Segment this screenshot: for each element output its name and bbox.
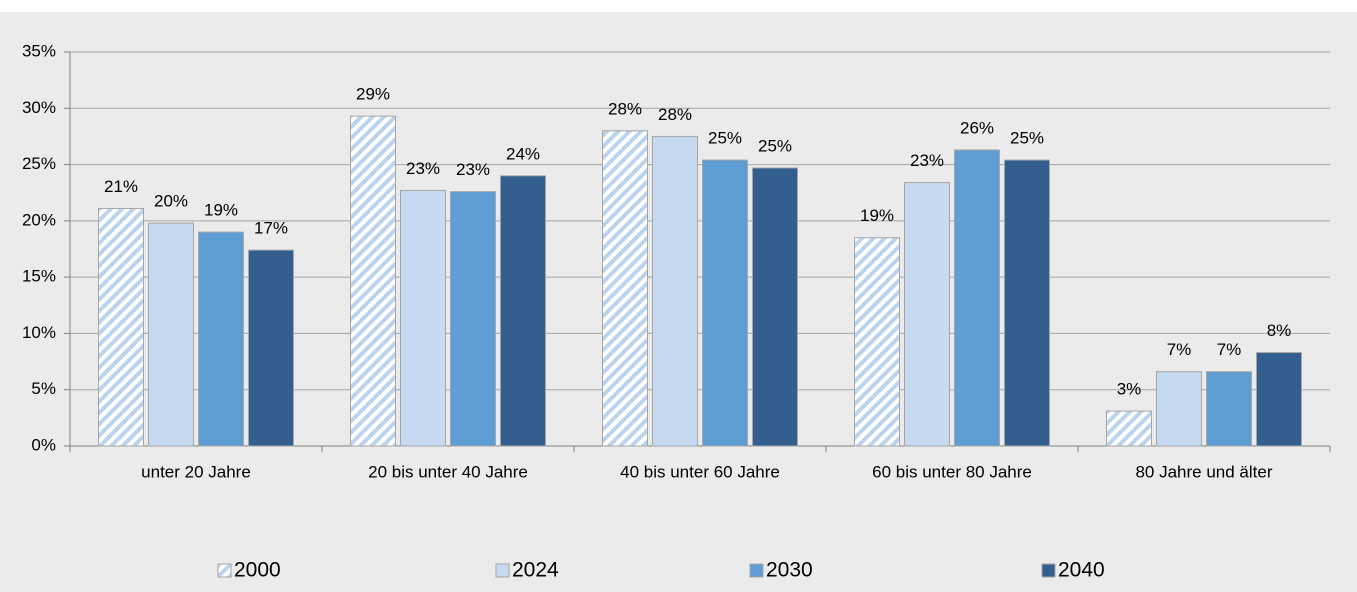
bar — [702, 159, 748, 447]
value-label: 23% — [910, 151, 944, 170]
value-label: 25% — [1010, 129, 1044, 148]
bar — [954, 149, 1000, 447]
y-tick-label: 20% — [22, 210, 56, 229]
bar — [248, 249, 294, 447]
value-label: 25% — [758, 136, 792, 155]
bar — [1156, 371, 1202, 447]
legend-label: 2040 — [1058, 559, 1105, 582]
y-tick-label: 5% — [31, 379, 56, 398]
bar — [1106, 410, 1152, 447]
bar — [752, 167, 798, 447]
value-label: 19% — [860, 206, 894, 225]
legend-swatch — [495, 563, 510, 578]
y-tick-label: 35% — [22, 41, 56, 60]
value-label: 20% — [154, 192, 188, 211]
bar — [350, 115, 396, 447]
value-label: 28% — [658, 105, 692, 124]
bar — [904, 182, 950, 447]
value-label: 23% — [406, 159, 440, 178]
y-tick-label: 15% — [22, 267, 56, 286]
y-tick-label: 30% — [22, 98, 56, 117]
bar — [1004, 159, 1050, 447]
bar — [400, 189, 446, 447]
value-label: 19% — [204, 201, 238, 220]
value-label: 3% — [1117, 380, 1142, 399]
bar — [854, 237, 900, 447]
x-tick-label: 20 bis unter 40 Jahre — [368, 462, 528, 481]
x-tick-label: 60 bis unter 80 Jahre — [872, 462, 1032, 481]
value-label: 8% — [1267, 321, 1292, 340]
x-tick-label: 80 Jahre und älter — [1135, 462, 1272, 481]
legend-swatch — [217, 563, 232, 578]
value-label: 23% — [456, 160, 490, 179]
bar — [1206, 371, 1252, 447]
bar — [1256, 352, 1302, 447]
value-label: 25% — [708, 129, 742, 148]
bar — [198, 231, 244, 447]
value-label: 28% — [608, 99, 642, 118]
bar — [148, 222, 194, 447]
value-label: 7% — [1167, 340, 1192, 359]
bar — [450, 191, 496, 447]
value-label: 26% — [960, 118, 994, 137]
bar — [602, 130, 648, 447]
value-label: 17% — [254, 219, 288, 238]
y-tick-label: 10% — [22, 323, 56, 342]
legend-swatch — [1041, 563, 1056, 578]
value-label: 24% — [506, 144, 540, 163]
legend-label: 2000 — [234, 559, 281, 582]
bar — [98, 207, 144, 447]
value-label: 29% — [356, 85, 390, 104]
legend-label: 2030 — [766, 559, 813, 582]
legend-swatch — [749, 563, 764, 578]
y-tick-label: 0% — [31, 435, 56, 454]
value-label: 21% — [104, 177, 138, 196]
legend-label: 2024 — [512, 559, 559, 582]
x-tick-label: 40 bis unter 60 Jahre — [620, 462, 780, 481]
bar — [652, 135, 698, 447]
value-label: 7% — [1217, 340, 1242, 359]
bar — [500, 175, 546, 447]
x-tick-label: unter 20 Jahre — [141, 462, 251, 481]
y-tick-label: 25% — [22, 154, 56, 173]
